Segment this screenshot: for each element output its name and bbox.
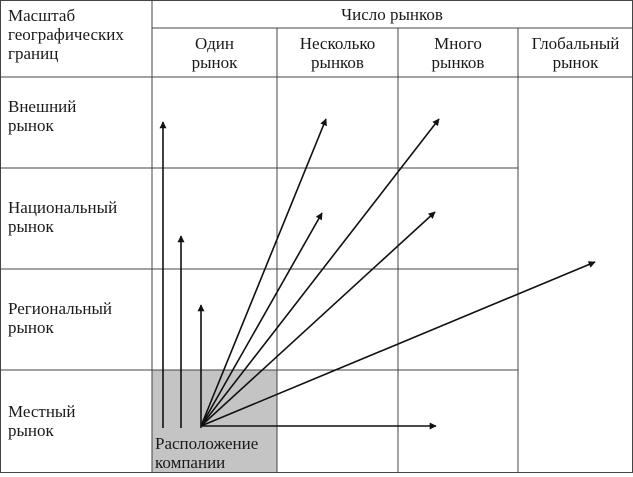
company-location-area — [152, 370, 277, 473]
column-axis-title: Число рынков — [341, 5, 443, 24]
row-header-national-market: Национальный рынок — [8, 198, 118, 236]
column-header-several-markets: Несколько рынков — [299, 34, 376, 72]
company-location-label: Расположение компании — [155, 434, 259, 472]
arrow-many-markets-national — [200, 211, 436, 427]
column-header-many-markets: Много рынков — [431, 34, 485, 72]
row-header-local-market: Местный рынок — [8, 402, 76, 440]
row-axis-title: Масштаб географических границ — [8, 6, 124, 63]
row-header-regional-market: Региональный рынок — [8, 299, 112, 337]
arrow-global-market — [200, 261, 596, 427]
column-header-global-market: Глобальный рынок — [531, 34, 620, 72]
arrow-many-markets-external — [200, 118, 440, 427]
arrow-several-markets-national — [200, 212, 323, 427]
growth-arrows — [159, 118, 596, 430]
arrow-several-markets-external — [200, 118, 327, 427]
row-header-external-market: Внешний рынок — [8, 97, 77, 135]
column-header-one-market: Один рынок — [191, 34, 238, 72]
